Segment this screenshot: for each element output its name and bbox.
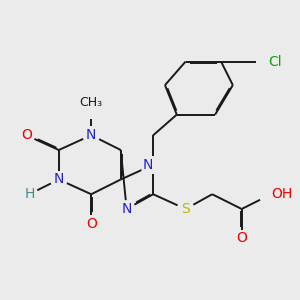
Text: Cl: Cl xyxy=(268,55,282,68)
Text: OH: OH xyxy=(271,187,292,201)
Text: N: N xyxy=(86,128,96,142)
Text: O: O xyxy=(86,217,97,231)
Text: O: O xyxy=(236,232,247,245)
Text: N: N xyxy=(54,172,64,187)
Text: H: H xyxy=(24,187,34,201)
Text: S: S xyxy=(181,202,190,216)
Text: N: N xyxy=(122,202,132,216)
Text: O: O xyxy=(21,128,32,142)
Text: CH₃: CH₃ xyxy=(80,96,103,109)
Text: N: N xyxy=(143,158,153,172)
